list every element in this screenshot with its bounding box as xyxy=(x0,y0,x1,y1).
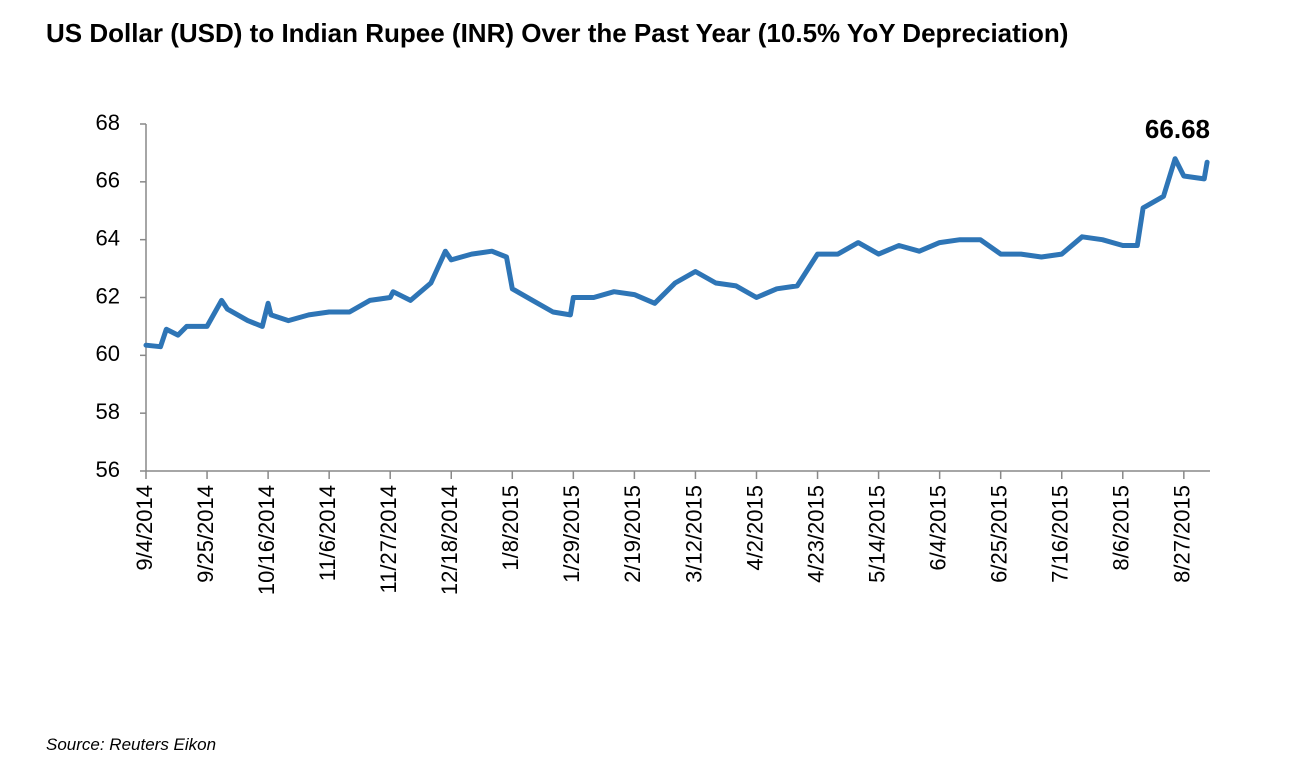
x-tick-label: 5/14/2015 xyxy=(864,485,889,583)
x-tick-label: 1/29/2015 xyxy=(559,485,584,583)
y-tick-label: 62 xyxy=(96,283,120,308)
x-tick-label: 6/25/2015 xyxy=(987,485,1012,583)
last-value-label: 66.68 xyxy=(1145,114,1210,144)
x-tick-label: 9/4/2014 xyxy=(132,485,157,571)
x-tick-label: 12/18/2014 xyxy=(437,485,462,595)
y-tick-label: 64 xyxy=(96,225,120,250)
x-tick-label: 8/27/2015 xyxy=(1170,485,1195,583)
x-tick-label: 11/6/2014 xyxy=(315,485,340,581)
y-tick-label: 60 xyxy=(96,341,120,366)
series-line xyxy=(143,156,1210,350)
x-tick-label: 7/16/2015 xyxy=(1048,485,1073,583)
x-tick-label: 8/6/2015 xyxy=(1109,485,1134,571)
x-tick-label: 10/16/2014 xyxy=(254,485,279,595)
x-tick-label: 4/2/2015 xyxy=(742,485,767,571)
source-note: Source: Reuters Eikon xyxy=(46,735,216,754)
x-tick-label: 2/19/2015 xyxy=(620,485,645,583)
chart-title: US Dollar (USD) to Indian Rupee (INR) Ov… xyxy=(46,18,1068,48)
x-tick-label: 9/25/2014 xyxy=(193,485,218,583)
x-tick-label: 11/27/2014 xyxy=(376,485,401,593)
y-tick-label: 66 xyxy=(96,168,120,193)
y-tick-label: 68 xyxy=(96,110,120,135)
y-tick-label: 56 xyxy=(96,457,120,482)
x-tick-label: 3/12/2015 xyxy=(681,485,706,583)
x-tick-label: 4/23/2015 xyxy=(803,485,828,583)
x-tick-label: 6/4/2015 xyxy=(925,485,950,571)
x-tick-label: 1/8/2015 xyxy=(498,485,523,571)
y-tick-label: 58 xyxy=(96,399,120,424)
